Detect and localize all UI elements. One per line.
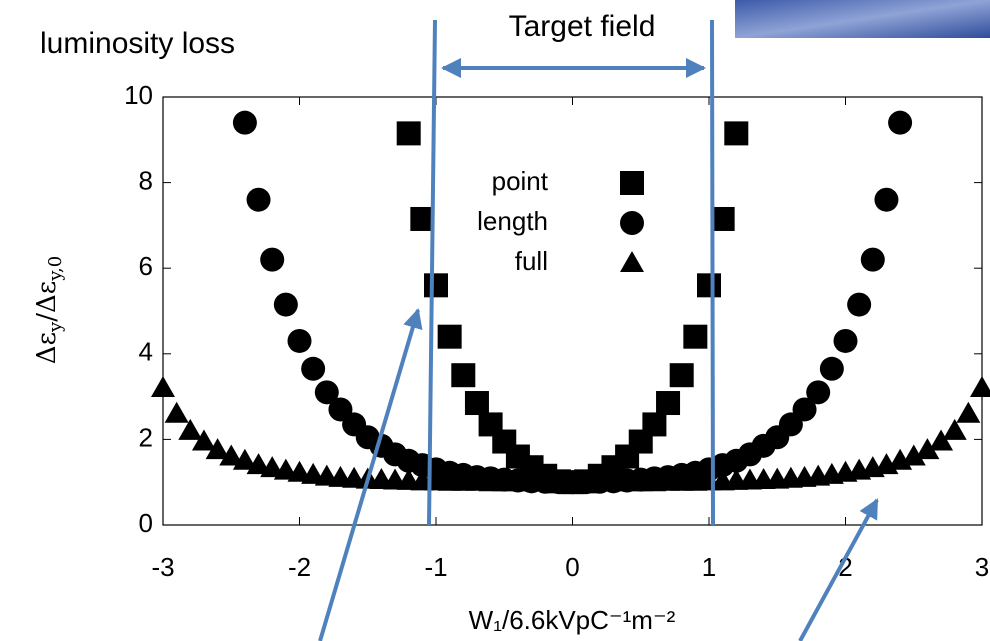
point — [397, 121, 421, 145]
point — [683, 325, 707, 349]
x-tick-label: 1 — [702, 552, 716, 582]
point — [724, 121, 748, 145]
point — [820, 357, 844, 381]
arrows — [320, 20, 877, 641]
y-tick-label: 10 — [124, 80, 153, 110]
chart: luminosity loss Target field W₁/6.6kVpC⁻… — [0, 0, 990, 641]
point — [697, 273, 721, 297]
point — [834, 329, 858, 353]
point — [465, 391, 489, 415]
legend-label: length — [477, 206, 548, 236]
legend-label: full — [515, 246, 548, 276]
photo — [735, 0, 990, 38]
point — [438, 325, 462, 349]
point — [874, 188, 898, 212]
y-axis-label: Δεy/Δεy,0 — [32, 256, 66, 364]
x-axis-label: W₁/6.6kVpC⁻¹m⁻² — [469, 605, 676, 635]
point — [260, 248, 284, 272]
x-tick-label: 0 — [565, 552, 579, 582]
y-tick-label: 6 — [139, 251, 153, 281]
point — [247, 188, 271, 212]
point — [642, 412, 666, 436]
point — [424, 273, 448, 297]
point — [451, 363, 475, 387]
y-tick-label: 0 — [139, 508, 153, 538]
y-tick-label: 8 — [139, 165, 153, 195]
point — [233, 111, 257, 135]
legend-label: point — [492, 166, 549, 196]
x-tick-label: -2 — [288, 552, 311, 582]
x-tick-label: -3 — [151, 552, 174, 582]
point — [656, 391, 680, 415]
point — [274, 293, 298, 317]
point — [847, 293, 871, 317]
point — [151, 376, 175, 397]
point — [670, 363, 694, 387]
annotation: Target field — [509, 10, 656, 43]
point — [301, 357, 325, 381]
point — [288, 329, 312, 353]
annotation: luminosity loss — [40, 27, 235, 60]
point — [888, 111, 912, 135]
point — [165, 402, 189, 423]
legend-marker — [620, 251, 644, 272]
legend-marker — [620, 171, 644, 195]
point — [956, 402, 980, 423]
y-tick-label: 2 — [139, 422, 153, 452]
x-tick-label: 3 — [975, 552, 989, 582]
x-tick-label: -1 — [424, 552, 447, 582]
point — [970, 376, 990, 397]
legend-marker — [620, 211, 644, 235]
point — [861, 248, 885, 272]
y-tick-label: 4 — [139, 337, 153, 367]
point — [806, 380, 830, 404]
